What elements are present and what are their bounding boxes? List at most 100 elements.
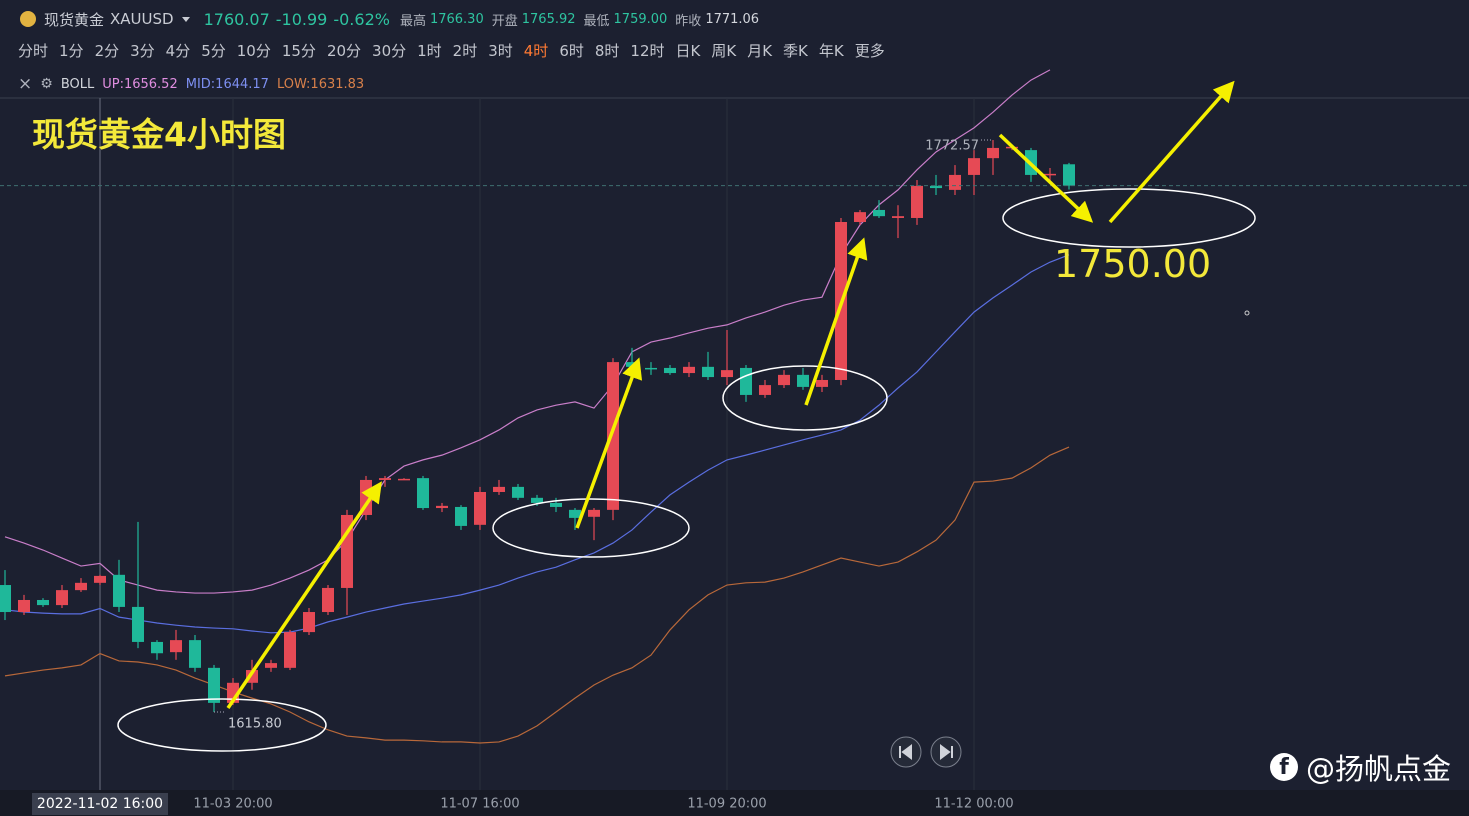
stat-value: 1771.06 <box>705 11 760 27</box>
timeframe[interactable]: 20分 <box>326 41 362 60</box>
candle-body <box>854 212 866 222</box>
candle-body <box>569 509 581 518</box>
timeframe[interactable]: 1时 <box>417 41 442 60</box>
time-axis <box>0 790 1469 816</box>
timeframe[interactable]: 1分 <box>59 41 84 60</box>
timeframe[interactable]: 年K <box>818 41 844 60</box>
band-line <box>4 254 1070 634</box>
candle-body <box>550 502 562 507</box>
timeframe[interactable]: 4时 <box>523 41 549 60</box>
next-icon <box>940 744 953 760</box>
indicator-name: BOLL <box>60 76 95 92</box>
legend-entry: MID:1644.17 <box>185 76 269 92</box>
close-icon[interactable]: × <box>18 74 33 94</box>
candle-body <box>873 209 885 217</box>
timeframe-bar: 分时 1分 2分 3分 4分 5分 10分 15分 20分 30分 1时 2时 3时 4时 6时 8时 12时日… <box>18 38 885 62</box>
timeframe[interactable]: 6时 <box>559 41 584 60</box>
arrow <box>998 133 1094 223</box>
timeframe[interactable]: 3时 <box>488 41 513 60</box>
candle-body <box>1044 173 1056 176</box>
indicator-legend: × ⚙ BOLL UP:1656.52 MID:1644.17 LOW:1631.8… <box>18 74 364 94</box>
candle-body <box>588 509 600 517</box>
chart-title: 现货黄金4小时图 <box>32 115 286 154</box>
candle-body <box>968 158 980 175</box>
timeframe[interactable]: 30分 <box>372 41 407 60</box>
candle-body <box>379 478 391 480</box>
timeframe[interactable]: 2时 <box>452 41 478 60</box>
x-tick-label: 11-12 00:00 <box>934 797 1013 812</box>
symbol-code[interactable]: XAUUSD <box>110 10 174 28</box>
arrow <box>575 357 643 529</box>
timeframe[interactable]: 5分 <box>201 41 226 60</box>
timeframe[interactable]: 更多 <box>854 41 885 60</box>
x-tick-label: 11-03 20:00 <box>193 797 272 812</box>
candle-body <box>664 367 676 374</box>
symbol-name[interactable]: 现货黄金 <box>44 10 105 29</box>
candle-body <box>512 486 524 498</box>
dot <box>1244 310 1250 316</box>
hand-annotations <box>117 188 1256 752</box>
candle-body <box>436 505 448 509</box>
candle-body <box>56 590 68 606</box>
candle-body <box>284 632 296 668</box>
timeframe[interactable]: 15分 <box>281 41 316 60</box>
candle-body <box>607 362 619 510</box>
x-tick-label: 2022-11-02 16:00 <box>37 796 163 812</box>
timeframe[interactable]: 3分 <box>130 41 155 60</box>
timeframe[interactable]: 月K <box>747 41 773 60</box>
candle-body <box>816 379 828 387</box>
timeframe[interactable]: 分时 <box>18 41 49 60</box>
symbol-header: 现货黄金 XAUUSD 1760.07 -10.99 -0.62% 最高 1766… <box>20 6 759 32</box>
timeframe[interactable]: 4分 <box>165 41 191 60</box>
low-label: 1615.80 <box>228 716 282 731</box>
candle-body <box>892 216 904 218</box>
timeframe[interactable]: 日K <box>675 41 701 60</box>
change: -10.99 <box>275 9 328 29</box>
legend-entry: LOW:1631.83 <box>276 76 365 92</box>
candle-body <box>683 366 695 374</box>
candle-body <box>75 582 87 591</box>
candle-body <box>911 185 923 218</box>
candle-body <box>113 574 125 607</box>
playback[interactable] <box>890 736 962 768</box>
candle-body <box>0 585 11 613</box>
dropdown-caret[interactable] <box>181 16 190 22</box>
candle-body <box>455 506 467 526</box>
timeframe[interactable]: 季K <box>783 41 808 60</box>
candle-body <box>398 478 410 481</box>
timeframe[interactable]: 2分 <box>94 41 120 60</box>
timeframe[interactable]: 12时 <box>630 41 665 60</box>
candle-body <box>417 478 429 509</box>
candle-body <box>949 174 961 190</box>
candle-body <box>341 514 353 588</box>
stat-value: 1759.00 <box>613 11 668 27</box>
ellipse <box>492 498 690 558</box>
settings-icon[interactable]: ⚙ <box>40 76 53 92</box>
arrow <box>804 237 868 406</box>
candle-body <box>151 641 163 654</box>
x-tick-label: 11-09 20:00 <box>687 797 766 812</box>
last-price: 1760.07 <box>203 9 270 29</box>
band-line <box>4 446 1070 744</box>
ellipse <box>722 365 888 431</box>
candle-body <box>740 367 752 395</box>
candle-body <box>531 497 543 503</box>
timeframe[interactable]: 周K <box>711 41 737 60</box>
logo <box>20 11 36 27</box>
arrow <box>226 481 382 709</box>
candle-body <box>265 663 277 668</box>
stat-label: 昨收 <box>675 13 702 29</box>
watermark-icon: f <box>1270 753 1298 781</box>
stat-value: 1766.30 <box>429 11 484 27</box>
candle-body <box>322 587 334 613</box>
crosshair-label-bg <box>32 793 168 815</box>
timeframe[interactable]: 8时 <box>594 41 620 60</box>
stat-label: 最高 <box>399 13 426 29</box>
timeframe[interactable]: 10分 <box>236 41 271 60</box>
stat-label: 开盘 <box>491 13 518 29</box>
candle-body <box>987 147 999 159</box>
x-tick-label: 11-07 16:00 <box>440 797 519 812</box>
watermark: f @扬帆点金 <box>1270 746 1451 788</box>
